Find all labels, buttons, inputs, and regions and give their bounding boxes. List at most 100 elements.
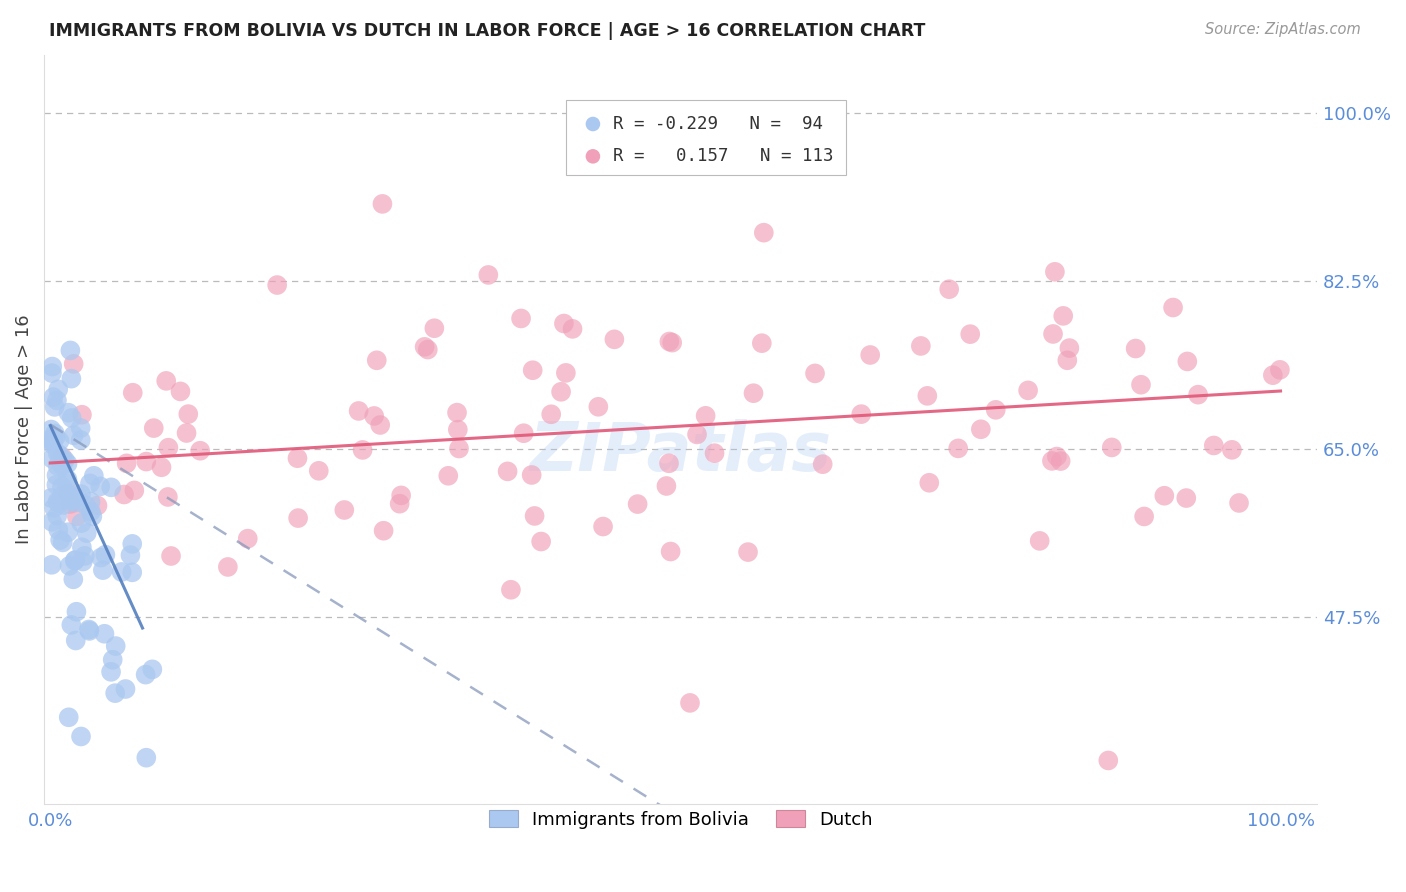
Point (82, 509, 104, 524)
Text: R = -0.229   N =  94: R = -0.229 N = 94 (613, 115, 824, 133)
Point (46, 494, 69, 508)
Point (79, 476, 101, 491)
Text: ZIPatlas: ZIPatlas (530, 419, 832, 485)
Point (77, 623, 100, 637)
Point (626, 497, 648, 511)
Point (1040, 454, 1063, 468)
Point (121, 385, 143, 400)
Point (65, 495, 87, 509)
Point (46, 382, 69, 396)
Point (49, 533, 72, 547)
Point (540, 407, 562, 421)
Point (1056, 353, 1078, 368)
Point (124, 483, 146, 498)
Point (1097, 754, 1119, 768)
Point (510, 311, 533, 326)
Point (1261, 368, 1284, 383)
Point (1175, 354, 1198, 368)
Point (522, 363, 544, 377)
Point (86, 499, 108, 513)
Point (169, 384, 191, 399)
Point (477, 268, 499, 282)
Point (41, 359, 63, 374)
Point (80, 505, 103, 519)
Point (73, 549, 96, 563)
Legend: Immigrants from Bolivia, Dutch: Immigrants from Bolivia, Dutch (481, 803, 880, 836)
Point (93, 626, 115, 640)
Point (388, 497, 411, 511)
Point (89, 479, 111, 493)
Point (751, 336, 773, 351)
Point (120, 548, 142, 562)
Point (176, 425, 198, 440)
Point (859, 348, 882, 362)
Point (1017, 384, 1039, 398)
Point (91, 563, 114, 577)
Point (121, 566, 143, 580)
FancyBboxPatch shape (567, 100, 846, 175)
Point (959, 327, 981, 342)
Point (52, 535, 75, 549)
Point (1043, 265, 1066, 279)
Point (56, 457, 79, 471)
Point (51, 480, 73, 494)
Point (658, 334, 681, 349)
Point (554, 366, 576, 380)
Point (446, 406, 468, 420)
Point (63, 554, 86, 568)
Point (70, 730, 93, 744)
Point (110, 565, 132, 579)
Point (742, 386, 765, 401)
Y-axis label: In Labor Force | Age > 16: In Labor Force | Age > 16 (15, 315, 32, 544)
Point (658, 456, 681, 470)
Point (970, 422, 993, 436)
Point (58, 558, 80, 573)
Point (46, 508, 69, 523)
Point (1130, 377, 1153, 392)
Point (83, 468, 105, 483)
Point (42, 500, 65, 515)
Point (1202, 438, 1225, 452)
Point (58, 406, 80, 420)
Text: R =   0.157   N = 113: R = 0.157 N = 113 (613, 147, 834, 165)
Point (65, 553, 87, 567)
Point (62, 491, 84, 506)
Point (752, 226, 775, 240)
Point (946, 442, 969, 456)
Point (368, 417, 391, 432)
Point (655, 479, 678, 493)
Point (177, 407, 200, 421)
Point (496, 464, 519, 478)
Point (1220, 442, 1243, 457)
Point (918, 475, 941, 490)
Point (413, 340, 436, 354)
Point (588, 400, 610, 414)
Point (910, 339, 932, 353)
Point (661, 335, 683, 350)
Point (150, 460, 173, 475)
Point (114, 681, 136, 696)
Point (530, 534, 553, 549)
Point (101, 653, 124, 667)
Text: Source: ZipAtlas.com: Source: ZipAtlas.com (1205, 22, 1361, 37)
Point (46, 393, 69, 408)
Point (76, 526, 98, 541)
Point (58, 486, 80, 500)
Point (188, 443, 211, 458)
Point (53, 498, 76, 512)
Point (41, 515, 63, 529)
Point (46, 446, 69, 460)
Point (308, 464, 330, 478)
Point (65, 605, 87, 619)
Point (141, 662, 163, 676)
Point (1175, 491, 1198, 505)
Point (58, 710, 80, 724)
Point (72, 555, 94, 569)
Point (695, 409, 717, 423)
Point (69, 421, 91, 435)
Point (39, 423, 62, 437)
Point (45, 430, 67, 444)
Point (447, 423, 470, 437)
Point (59, 497, 82, 511)
Point (60, 411, 83, 425)
